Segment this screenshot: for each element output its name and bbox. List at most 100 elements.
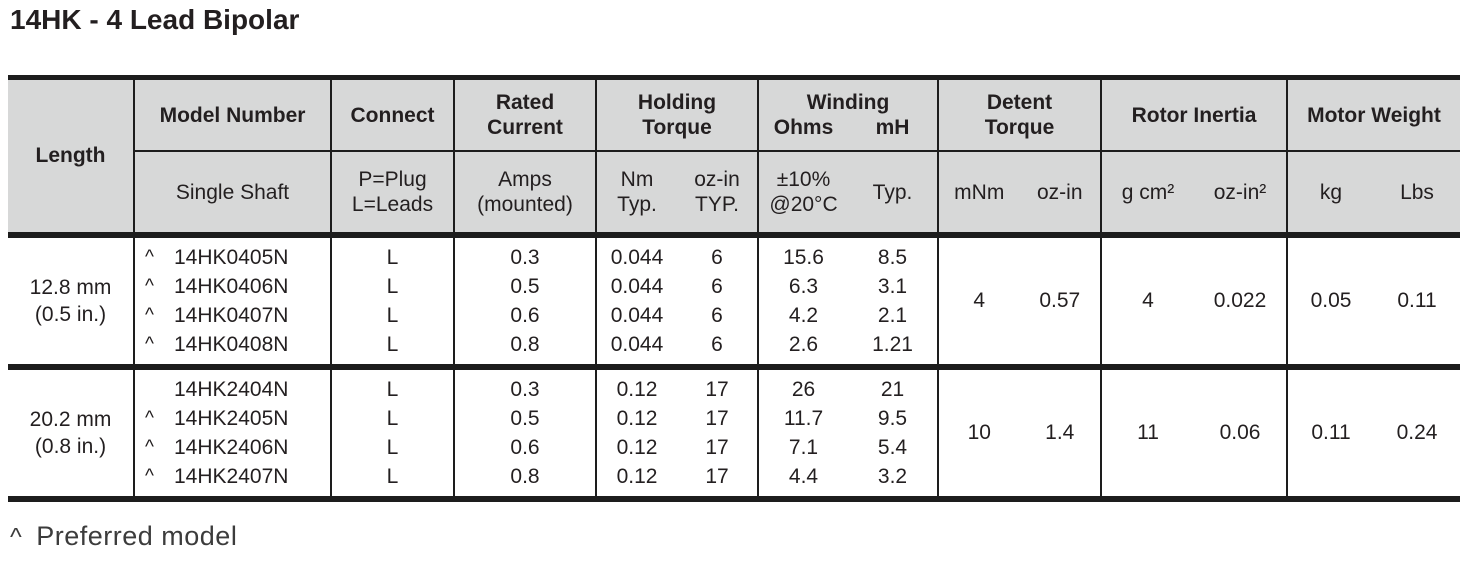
holding-nm-typ: Typ. bbox=[617, 193, 657, 216]
winding-unit-ohms: Ohms bbox=[773, 116, 834, 139]
model-cell: 14HK2404N ^ 14HK2405N ^ 14HK2406N ^ 14HK240… bbox=[133, 370, 330, 496]
amps-value: 0.5 bbox=[510, 407, 540, 430]
table-row: ^ 14HK2407N bbox=[135, 462, 330, 491]
winding-ohms: 6.3 bbox=[788, 275, 819, 298]
motor-weight-cell: 0.11 0.24 bbox=[1286, 370, 1460, 496]
connect-value: L bbox=[386, 378, 399, 401]
header-model-top: Model Number bbox=[135, 80, 330, 152]
torque-values: 0.12 17 bbox=[597, 375, 757, 404]
connect-value: L bbox=[386, 304, 399, 327]
torque-values: 0.044 6 bbox=[597, 330, 757, 359]
connect-value: L bbox=[386, 246, 399, 269]
torque-nm: 0.12 bbox=[616, 436, 658, 459]
torque-values: 0.12 17 bbox=[597, 404, 757, 433]
torque-ozin: 17 bbox=[705, 436, 729, 459]
connect-value: L bbox=[386, 275, 399, 298]
header-connect: Connect P=Plug L=Leads bbox=[330, 80, 453, 232]
model-number: 14HK0405N bbox=[174, 246, 289, 269]
inertia-ozin2: 0.06 bbox=[1219, 421, 1261, 444]
rated-sub-line2: (mounted) bbox=[477, 193, 573, 216]
detent-top-line1: Detent bbox=[986, 91, 1053, 114]
header-holding-torque: Holding Torque Nm Typ. oz-in TYP. bbox=[595, 80, 757, 232]
header-rated-sub: Amps (mounted) bbox=[455, 152, 595, 232]
inertia-gcm2: 11 bbox=[1137, 421, 1159, 444]
winding-values: 15.6 8.5 bbox=[759, 243, 937, 272]
torque-ozin: 17 bbox=[705, 465, 729, 488]
winding-ohms: 2.6 bbox=[788, 333, 819, 356]
preferred-marker: ^ bbox=[145, 466, 154, 487]
length-mm: 12.8 mm bbox=[29, 276, 112, 299]
table-row: ^ 14HK0408N bbox=[135, 330, 330, 359]
inertia-ozin2: 0.022 bbox=[1213, 289, 1267, 312]
weight-lbs: 0.11 bbox=[1397, 289, 1437, 312]
length-in: (0.8 in.) bbox=[34, 435, 107, 458]
header-rotor-inertia: Rotor Inertia g cm² oz-in² bbox=[1100, 80, 1286, 232]
caret-symbol: ^ bbox=[10, 523, 23, 551]
torque-ozin: 6 bbox=[711, 333, 723, 356]
holding-top-line1: Holding bbox=[637, 91, 717, 114]
preferred-marker: ^ bbox=[145, 276, 154, 297]
table-header: Length Model Number Single Shaft Connect… bbox=[8, 75, 1460, 238]
holding-torque-cell: 0.044 6 0.044 6 0.044 6 0.044 6 bbox=[595, 238, 757, 364]
torque-ozin: 17 bbox=[705, 378, 729, 401]
header-weight-top: Motor Weight bbox=[1288, 80, 1460, 152]
winding-values: 4.4 3.2 bbox=[759, 462, 937, 491]
winding-values: 11.7 9.5 bbox=[759, 404, 937, 433]
torque-nm: 0.044 bbox=[610, 333, 664, 356]
connect-sub-line2: L=Leads bbox=[351, 193, 434, 216]
detent-ozin: 1.4 bbox=[1045, 421, 1075, 444]
header-length: Length bbox=[8, 80, 133, 232]
winding-tolerance: ±10% bbox=[776, 168, 831, 191]
holding-sub-ozin: oz-in TYP. bbox=[677, 167, 757, 217]
header-rotor-top: Rotor Inertia bbox=[1102, 80, 1286, 152]
model-number: 14HK2405N bbox=[174, 407, 289, 430]
preferred-model-note: ^ Preferred model bbox=[10, 521, 237, 552]
table-block-20-2mm: 20.2 mm (0.8 in.) 14HK2404N ^ 14HK2405N ^… bbox=[8, 364, 1460, 496]
amps-value: 0.8 bbox=[510, 333, 540, 356]
model-number: 14HK2406N bbox=[174, 436, 289, 459]
header-rotor-sub: g cm² oz-in² bbox=[1102, 152, 1286, 232]
header-detent-top: Detent Torque bbox=[939, 80, 1100, 152]
header-winding: Winding Ohms mH ±10% @20°C Typ. bbox=[757, 80, 937, 232]
winding-ohms: 7.1 bbox=[788, 436, 819, 459]
table-row: ^ 14HK2406N bbox=[135, 433, 330, 462]
rotor-unit-gcm2: g cm² bbox=[1121, 180, 1175, 204]
torque-nm: 0.044 bbox=[610, 275, 664, 298]
detent-torque-cell: 4 0.57 bbox=[937, 238, 1100, 364]
detent-mnm: 10 bbox=[967, 421, 991, 444]
model-number: 14HK0407N bbox=[174, 304, 289, 327]
torque-nm: 0.044 bbox=[610, 304, 664, 327]
table-row: ^ 14HK0405N bbox=[135, 243, 330, 272]
header-rated-top: Rated Current bbox=[455, 80, 595, 152]
torque-nm: 0.044 bbox=[610, 246, 664, 269]
weight-unit-lbs: Lbs bbox=[1400, 180, 1434, 204]
amps-value: 0.8 bbox=[510, 465, 540, 488]
winding-temperature: @20°C bbox=[769, 193, 838, 216]
winding-mh: 2.1 bbox=[877, 304, 908, 327]
model-number: 14HK0406N bbox=[174, 275, 289, 298]
rotor-unit-ozin2: oz-in² bbox=[1213, 180, 1267, 204]
holding-ozin-typ: TYP. bbox=[695, 193, 739, 216]
model-cell: ^ 14HK0405N ^ 14HK0406N ^ 14HK0407N ^ 14HK04… bbox=[133, 238, 330, 364]
preferred-model-text: Preferred model bbox=[36, 521, 238, 551]
holding-nm-unit: Nm bbox=[620, 168, 654, 191]
weight-kg: 0.11 bbox=[1311, 421, 1351, 444]
amps-value: 0.3 bbox=[510, 246, 540, 269]
table-block-12-8mm: 12.8 mm (0.5 in.) ^ 14HK0405N ^ 14HK0406N … bbox=[8, 238, 1460, 364]
length-in: (0.5 in.) bbox=[34, 303, 107, 326]
connect-value: L bbox=[386, 333, 399, 356]
winding-mh: 21 bbox=[880, 378, 905, 401]
winding-values: 4.2 2.1 bbox=[759, 301, 937, 330]
connect-value: L bbox=[386, 407, 399, 430]
rated-top-line1: Rated bbox=[495, 91, 555, 114]
winding-values: 7.1 5.4 bbox=[759, 433, 937, 462]
preferred-marker bbox=[145, 375, 174, 404]
rated-current-cell: 0.3 0.5 0.6 0.8 bbox=[453, 370, 595, 496]
winding-mh: 9.5 bbox=[877, 407, 908, 430]
model-number: 14HK2404N bbox=[174, 378, 289, 401]
rated-current-cell: 0.3 0.5 0.6 0.8 bbox=[453, 238, 595, 364]
torque-ozin: 17 bbox=[705, 407, 729, 430]
header-winding-sub: ±10% @20°C Typ. bbox=[759, 152, 937, 232]
winding-values: 26 21 bbox=[759, 375, 937, 404]
header-connect-sub: P=Plug L=Leads bbox=[332, 152, 453, 232]
